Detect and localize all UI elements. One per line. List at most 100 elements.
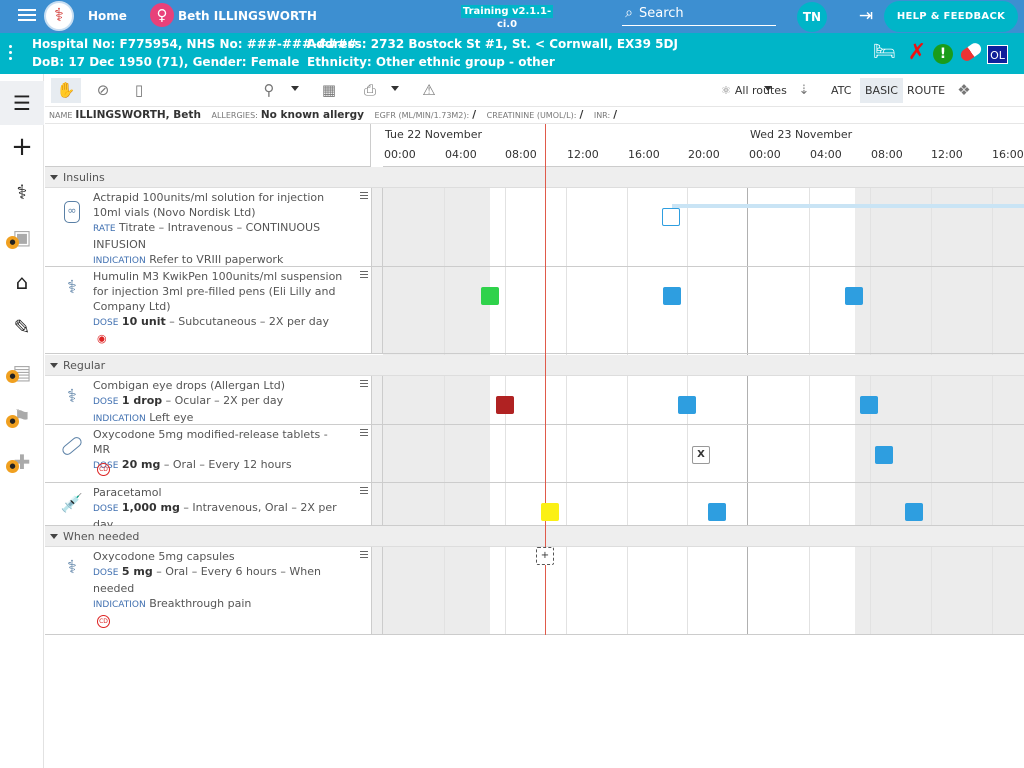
section-header[interactable]: When needed: [45, 526, 1024, 547]
controlled-drug-icon: CD: [97, 463, 110, 476]
list-icon[interactable]: ☰: [0, 81, 44, 125]
routes-select[interactable]: ⚛ All routes: [721, 78, 787, 103]
home-plus-icon[interactable]: ⌂: [15, 270, 29, 294]
dose-value: 20 mg: [121, 458, 161, 471]
section-header[interactable]: Regular: [45, 355, 1024, 376]
dose-marker-due[interactable]: [905, 503, 923, 521]
dose-marker-planned[interactable]: [662, 208, 680, 226]
row-menu-icon[interactable]: [360, 551, 368, 559]
medication-name: Oxycodone 5mg capsules: [93, 550, 235, 563]
discontinue-icon[interactable]: ⊘: [96, 81, 110, 99]
syringe-icon: 💉: [60, 493, 84, 514]
lock-icon: ●: [6, 460, 19, 473]
section-header[interactable]: Insulins: [45, 167, 1024, 188]
hour-label: 00:00: [384, 148, 416, 161]
sort-icon[interactable]: ⇣: [798, 83, 810, 98]
caduceus-logo[interactable]: ⚕: [44, 1, 74, 31]
dose-marker-not-given[interactable]: X: [692, 446, 710, 464]
logout-icon[interactable]: ⇥: [858, 6, 874, 26]
timeline-grid: [383, 187, 1024, 635]
top-bar: ⚕ Home ♀ Beth ILLINGSWORTH Training v2.1…: [0, 0, 1024, 33]
indication-label: INDICATION: [93, 414, 146, 424]
row-menu-icon[interactable]: [360, 192, 368, 200]
training-badge: Training v2.1.1-ci.0: [461, 5, 553, 30]
dose-marker-due[interactable]: [708, 503, 726, 521]
dose-marker-due[interactable]: [678, 396, 696, 414]
hour-label: 12:00: [931, 148, 963, 161]
grid-line: [809, 187, 810, 635]
medication-details: Paracetamol DOSE 1,000 mg – Intravenous,…: [93, 485, 343, 532]
chevron-down-icon[interactable]: [391, 86, 399, 91]
medication-row[interactable]: 💉 Paracetamol DOSE 1,000 mg – Intravenou…: [45, 483, 1024, 531]
help-feedback-button[interactable]: HELP & FEEDBACK: [884, 1, 1018, 32]
dose-marker-due[interactable]: [875, 446, 893, 464]
egfr-label: EGFR (ML/MIN/1.73M2):: [374, 111, 470, 120]
print-icon[interactable]: ⎙: [363, 81, 376, 99]
night-shading: [855, 187, 1024, 635]
document-icon[interactable]: ▯: [134, 81, 144, 99]
medication-details: Actrapid 100units/ml solution for inject…: [93, 190, 343, 269]
lock-icon: ●: [6, 370, 19, 383]
patient-name[interactable]: Beth ILLINGSWORTH: [178, 9, 317, 23]
infusion-bar[interactable]: [672, 204, 1024, 208]
basic-view-tab[interactable]: BASIC: [860, 78, 903, 103]
row-divider: [371, 376, 383, 424]
dose-label: DOSE: [93, 318, 119, 328]
camera-icon[interactable]: ▣: [12, 225, 32, 249]
row-menu-icon[interactable]: [360, 271, 368, 279]
user-avatar[interactable]: TN: [797, 2, 827, 32]
chevron-down-icon[interactable]: [291, 86, 299, 91]
address: Address: 2732 Bostock St #1, St. < Cornw…: [307, 37, 678, 51]
indication-label: INDICATION: [93, 256, 146, 266]
row-menu-icon[interactable]: [360, 380, 368, 388]
ol-icon[interactable]: OL: [987, 45, 1008, 64]
night-shading: [383, 187, 490, 635]
row-menu-icon[interactable]: [360, 429, 368, 437]
medication-row[interactable]: ∞ Actrapid 100units/ml solution for inje…: [45, 188, 1024, 267]
warning-icon[interactable]: ⚠: [422, 81, 436, 99]
dose-marker-given[interactable]: [481, 287, 499, 305]
medication-name: Combigan eye drops (Allergan Ltd): [93, 379, 286, 392]
indication-value: Refer to VRIII paperwork: [149, 253, 284, 266]
dose-value: 10 unit: [121, 315, 166, 328]
administer-icon[interactable]: ✋: [51, 78, 81, 103]
dose-marker-due[interactable]: [845, 287, 863, 305]
add-medication-icon[interactable]: ⚲: [263, 81, 275, 99]
protocol-icon[interactable]: ▦: [321, 81, 337, 99]
row-menu-icon[interactable]: [360, 487, 368, 495]
bed-icon[interactable]: 🛏: [873, 41, 896, 62]
search-label: Search: [639, 6, 684, 21]
inr-label: INR:: [593, 111, 611, 120]
red-x-icon[interactable]: ✗: [907, 40, 927, 65]
vial-icon: ∞: [59, 196, 85, 223]
row-divider: [371, 547, 383, 634]
dose-marker-missed[interactable]: [496, 396, 514, 414]
medication-name: Humulin M3 KwikPen 100units/ml suspensio…: [93, 270, 343, 313]
dose-marker-due[interactable]: [860, 396, 878, 414]
dose-marker-current[interactable]: [541, 503, 559, 521]
more-options-icon[interactable]: [9, 45, 13, 62]
home-link[interactable]: Home: [88, 9, 127, 23]
chevron-down-icon: [50, 175, 58, 180]
prn-add-dose-button[interactable]: +: [536, 547, 554, 565]
signature-icon[interactable]: ✎: [13, 315, 31, 339]
medication-row[interactable]: Oxycodone 5mg modified-release tablets -…: [45, 425, 1024, 483]
medication-row[interactable]: ⚕ Oxycodone 5mg capsules DOSE 5 mg – Ora…: [45, 547, 1024, 635]
medication-row[interactable]: ⚕ Humulin M3 KwikPen 100units/ml suspens…: [45, 267, 1024, 354]
plus-icon[interactable]: +: [11, 132, 33, 162]
medication-row[interactable]: ⚕ Combigan eye drops (Allergan Ltd) DOSE…: [45, 376, 1024, 425]
search-input[interactable]: ⌕ Search: [622, 4, 776, 26]
stethoscope-icon[interactable]: ⚕: [16, 180, 28, 204]
hour-label: 04:00: [445, 148, 477, 161]
route-view-tab[interactable]: ROUTE: [907, 84, 946, 97]
dose-marker-due[interactable]: [663, 287, 681, 305]
grid-line: [992, 187, 993, 635]
atc-view-tab[interactable]: ATC: [831, 84, 852, 97]
grid-view-icon[interactable]: ❖: [957, 81, 971, 99]
medication-details: Humulin M3 KwikPen 100units/ml suspensio…: [93, 269, 343, 331]
alert-icon[interactable]: !: [933, 44, 953, 64]
grid-line: [931, 187, 932, 635]
allergies-label: ALLERGIES:: [211, 111, 258, 120]
chevron-down-icon[interactable]: [764, 86, 772, 91]
menu-icon[interactable]: [18, 9, 36, 23]
